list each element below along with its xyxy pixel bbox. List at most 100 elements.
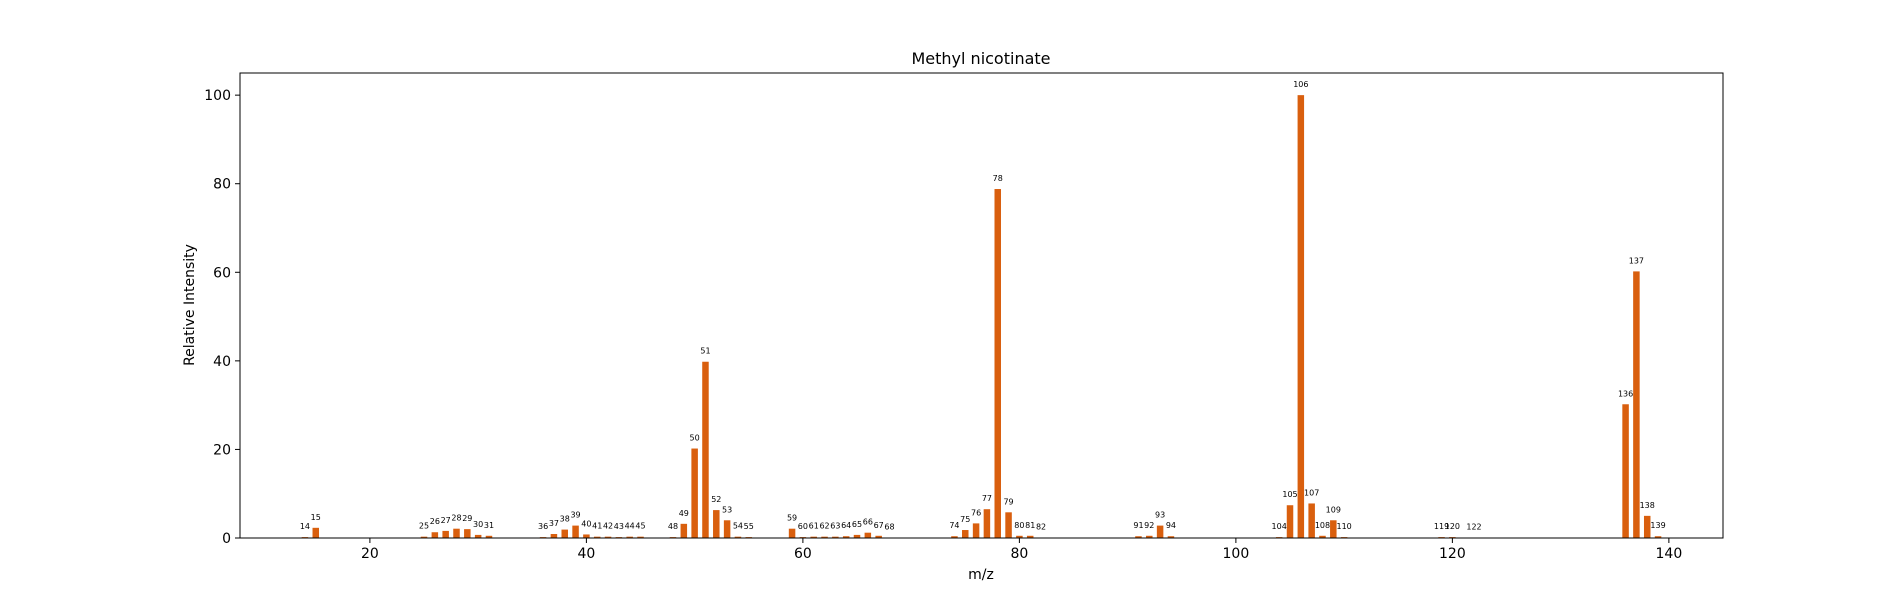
bar-mz-38	[561, 529, 568, 538]
bar-label-mz-68: 68	[884, 523, 894, 532]
chart-title: Methyl nicotinate	[911, 49, 1050, 68]
x-tick-label: 80	[1010, 546, 1028, 562]
bar-label-mz-119: 119	[1434, 522, 1449, 531]
x-tick-label: 120	[1439, 546, 1466, 562]
y-tick-label: 0	[222, 531, 231, 547]
bar-mz-93	[1156, 525, 1164, 538]
bar-mz-40	[583, 534, 590, 538]
bar-label-mz-55: 55	[744, 522, 754, 531]
bar-mz-25	[420, 536, 428, 538]
bar-label-mz-53: 53	[722, 505, 732, 514]
bar-label-mz-63: 63	[830, 522, 840, 531]
bar-mz-81	[1026, 535, 1034, 538]
bar-label-mz-75: 75	[960, 515, 970, 524]
bar-mz-28	[453, 528, 460, 538]
bar-label-mz-106: 106	[1293, 80, 1308, 89]
bar-label-mz-109: 109	[1326, 505, 1341, 514]
bar-label-mz-44: 44	[625, 522, 635, 531]
bar-mz-108	[1319, 535, 1326, 538]
bar-label-mz-139: 139	[1650, 521, 1665, 530]
bar-mz-62	[821, 536, 828, 538]
bar-mz-65	[853, 534, 861, 538]
bar-label-mz-52: 52	[711, 495, 721, 504]
bar-mz-92	[1146, 535, 1153, 538]
bar-mz-51	[702, 361, 709, 538]
bar-mz-64	[842, 536, 850, 538]
bar-mz-27	[442, 530, 449, 538]
bar-label-mz-76: 76	[971, 508, 981, 517]
bar-label-mz-51: 51	[700, 347, 710, 356]
y-tick-label: 80	[213, 177, 231, 193]
bar-label-mz-39: 39	[570, 511, 580, 520]
bar-label-mz-136: 136	[1618, 389, 1633, 398]
bar-mz-63	[832, 536, 839, 538]
bar-mz-30	[474, 534, 482, 538]
bar-label-mz-77: 77	[982, 494, 992, 503]
bar-mz-75	[962, 530, 969, 538]
bar-mz-66	[864, 532, 872, 538]
bar-label-mz-50: 50	[690, 434, 700, 443]
bar-mz-67	[875, 535, 882, 538]
bar-label-mz-120: 120	[1445, 522, 1460, 531]
bar-label-mz-93: 93	[1155, 511, 1165, 520]
bar-label-mz-74: 74	[949, 521, 959, 530]
bar-label-mz-60: 60	[798, 522, 808, 531]
bar-mz-137	[1633, 271, 1640, 538]
bar-label-mz-30: 30	[473, 520, 483, 529]
bar-label-mz-54: 54	[733, 522, 743, 531]
bar-label-mz-15: 15	[311, 513, 321, 522]
bar-label-mz-62: 62	[819, 522, 829, 531]
bar-mz-42	[604, 536, 612, 538]
bar-label-mz-48: 48	[668, 522, 678, 531]
x-tick-label: 100	[1223, 546, 1250, 562]
bar-mz-29	[464, 529, 471, 538]
bar-label-mz-137: 137	[1629, 256, 1644, 265]
bar-mz-45	[637, 536, 644, 538]
bar-mz-106	[1297, 95, 1305, 538]
y-tick-label: 60	[213, 265, 231, 281]
bar-mz-105	[1286, 505, 1294, 538]
bar-label-mz-66: 66	[863, 518, 873, 527]
bar-label-mz-67: 67	[874, 521, 884, 530]
bar-label-mz-41: 41	[592, 522, 602, 531]
bar-label-mz-138: 138	[1640, 501, 1655, 510]
bar-mz-79	[1005, 512, 1012, 538]
bar-mz-54	[734, 536, 742, 538]
bar-mz-107	[1308, 503, 1315, 538]
bar-mz-50	[691, 448, 698, 538]
bar-label-mz-79: 79	[1003, 497, 1013, 506]
x-tick-label: 60	[794, 546, 812, 562]
x-axis-label: m/z	[968, 567, 994, 583]
bar-label-mz-82: 82	[1036, 523, 1046, 532]
bar-mz-49	[680, 523, 688, 538]
bar-label-mz-28: 28	[451, 514, 461, 523]
bar-mz-136	[1622, 404, 1629, 538]
bar-label-mz-42: 42	[603, 522, 613, 531]
bar-mz-61	[810, 536, 817, 538]
bar-label-mz-78: 78	[993, 174, 1003, 183]
bar-mz-44	[626, 536, 633, 538]
bar-label-mz-37: 37	[549, 519, 559, 528]
bar-mz-109	[1330, 520, 1337, 538]
bar-label-mz-45: 45	[635, 522, 645, 531]
bar-label-mz-105: 105	[1282, 490, 1297, 499]
bar-label-mz-31: 31	[484, 521, 494, 530]
y-axis-ticks: 0 20 40 60 80 100	[204, 88, 240, 547]
y-tick-label: 20	[213, 442, 231, 458]
bar-label-mz-81: 81	[1025, 521, 1035, 530]
y-tick-label: 40	[213, 354, 231, 370]
bar-label-mz-65: 65	[852, 520, 862, 529]
x-tick-label: 140	[1656, 546, 1683, 562]
bar-label-mz-26: 26	[430, 517, 440, 526]
bar-label-mz-64: 64	[841, 521, 851, 530]
bar-label-mz-40: 40	[581, 519, 591, 528]
bar-mz-80	[1016, 535, 1023, 538]
bar-mz-53	[723, 520, 731, 538]
x-axis-ticks: 20 40 60 80 100 120 140	[361, 538, 1682, 562]
bar-mz-37	[550, 534, 558, 538]
bar-label-mz-80: 80	[1014, 521, 1024, 530]
bar-label-mz-61: 61	[809, 522, 819, 531]
bar-mz-31	[485, 535, 493, 538]
